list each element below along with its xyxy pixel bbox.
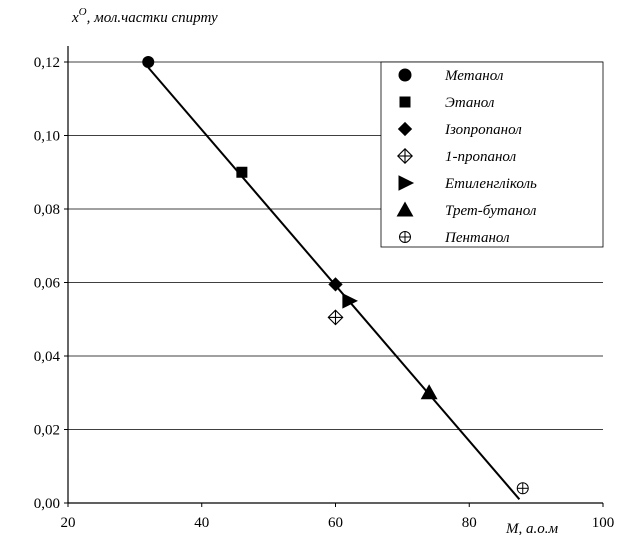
y-tick-label: 0,04 — [34, 349, 61, 365]
x-tick-label: 80 — [462, 515, 477, 531]
legend-marker — [397, 148, 413, 164]
x-tick-label: 20 — [61, 515, 76, 531]
legend: Метанол Этанол Ізопропанол 1-пропанол Етилен… — [380, 61, 604, 248]
x-axis-title: M, а.о.м — [505, 521, 558, 535]
legend-items: Метанол Этанол Ізопропанол 1-пропанол Етилен… — [396, 68, 537, 246]
data-points — [142, 56, 529, 495]
legend-marker — [398, 68, 412, 82]
data-point — [327, 309, 344, 326]
legend-box — [380, 61, 604, 248]
legend-label: 1-пропанол — [445, 149, 517, 165]
x-tick-labels: 20 40 60 80 100 — [61, 503, 615, 531]
data-point — [420, 384, 438, 400]
legend-marker — [399, 231, 411, 243]
data-point — [236, 166, 248, 178]
y-tick-labels: 0,00 0,02 0,04 0,06 0,08 0,10 0,12 — [34, 55, 68, 512]
legend-label: Пентанол — [444, 230, 510, 246]
y-tick-label: 0,10 — [34, 129, 60, 145]
legend-marker — [397, 121, 413, 137]
x-tick-label: 40 — [194, 515, 209, 531]
legend-label: Трет-бутанол — [445, 203, 537, 219]
x-tick-label: 100 — [592, 515, 615, 531]
legend-marker — [399, 96, 411, 108]
legend-label: Ізопропанол — [444, 122, 522, 138]
legend-marker — [396, 201, 414, 217]
legend-marker — [398, 175, 415, 191]
y-tick-label: 0,00 — [34, 496, 60, 512]
data-point — [516, 482, 529, 495]
legend-label: Метанол — [444, 68, 504, 84]
legend-label: Етиленгліколь — [444, 176, 537, 192]
y-tick-label: 0,02 — [34, 423, 60, 439]
data-point — [328, 277, 343, 292]
data-point — [142, 56, 155, 68]
legend-label: Этанол — [445, 95, 495, 111]
y-axis-title: xO, мол.частки спирту — [71, 6, 218, 26]
y-tick-label: 0,12 — [34, 55, 60, 71]
y-tick-label: 0,06 — [34, 276, 61, 292]
y-tick-label: 0,08 — [34, 202, 60, 218]
data-point — [342, 293, 358, 309]
x-tick-label: 60 — [328, 515, 343, 531]
